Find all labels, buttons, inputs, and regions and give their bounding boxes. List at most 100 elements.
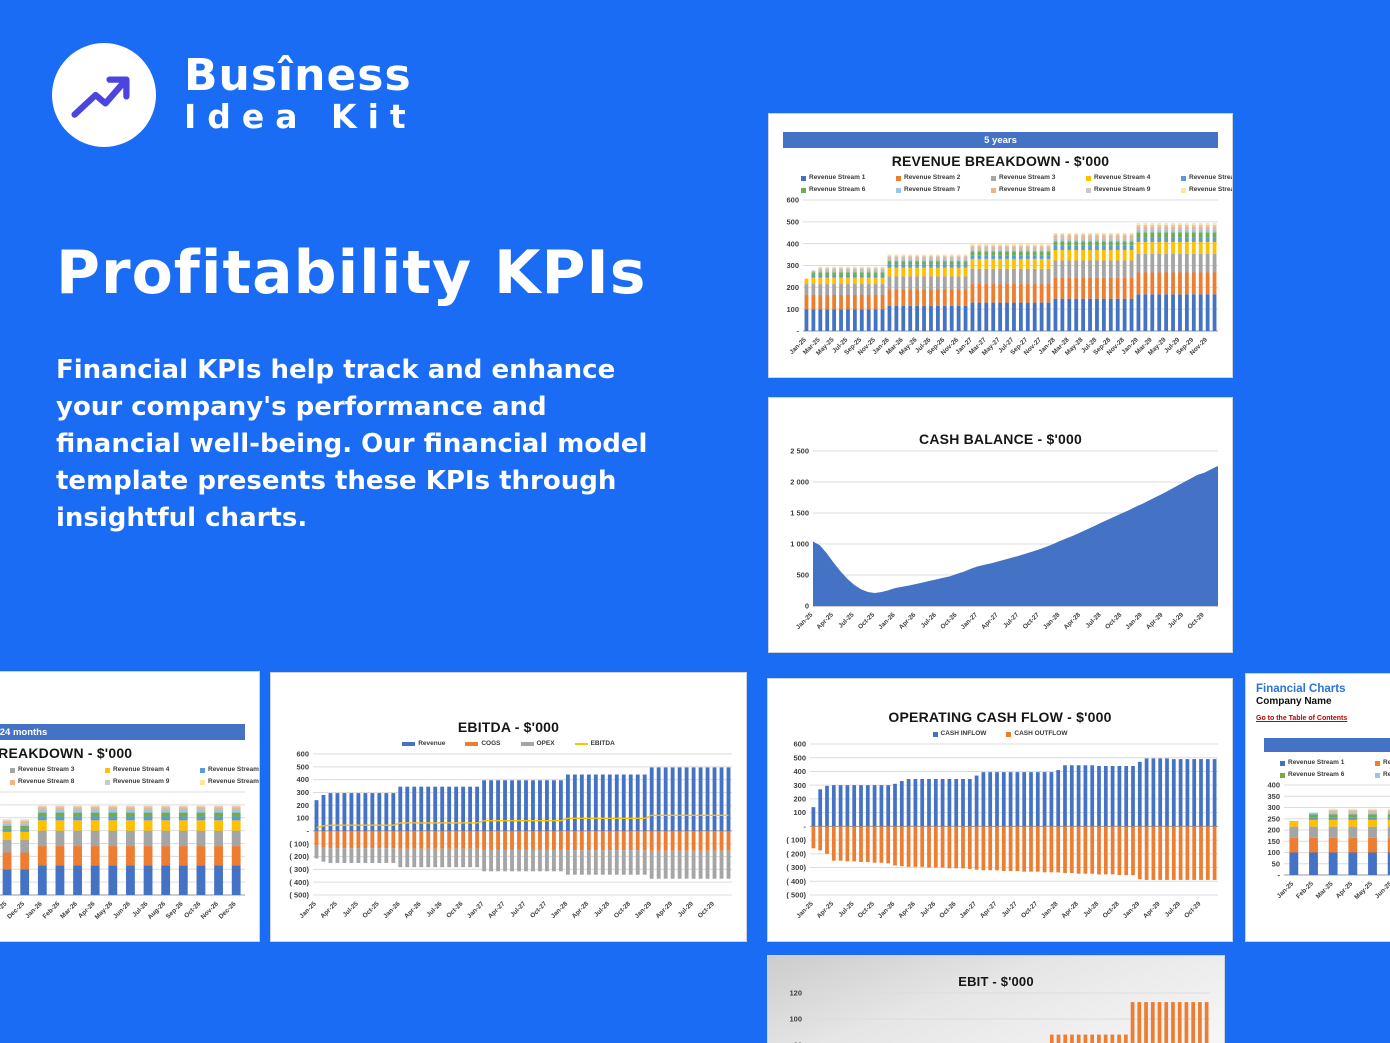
bar-series-2 xyxy=(314,845,731,879)
svg-text:Jan-26: Jan-26 xyxy=(877,611,897,631)
x-axis-labels: Jan-25 Apr-25 Jul-25 Oct-25 Jan-26 Apr-26 Jul-… xyxy=(298,900,716,920)
svg-text:-: - xyxy=(804,822,807,831)
sheet-title: Financial Charts xyxy=(1256,683,1346,695)
svg-text:Apr-29: Apr-29 xyxy=(1142,900,1162,920)
svg-text:Apr-27: Apr-27 xyxy=(980,611,1000,631)
chart-period-band: 5 years xyxy=(783,132,1218,148)
svg-text:May-25: May-25 xyxy=(1353,880,1374,901)
svg-text:Oct-27: Oct-27 xyxy=(1020,900,1040,920)
bar-series-2 xyxy=(804,253,1217,295)
chart-plot-ebitda: 600 500 400 300 200 100 - ( 100) ( 200) ( 300) ( 4… xyxy=(279,750,738,935)
svg-text:Jan-29: Jan-29 xyxy=(1124,611,1144,631)
svg-text:Aug-26: Aug-26 xyxy=(147,900,168,921)
svg-text:200: 200 xyxy=(793,795,806,804)
svg-text:Apr-28: Apr-28 xyxy=(571,900,591,920)
svg-text:Mar-25: Mar-25 xyxy=(1315,880,1335,900)
svg-text:( 400): ( 400) xyxy=(289,878,309,887)
card-cash-balance: CASH BALANCE - $'000 2 500 2 000 1 500 1 000… xyxy=(768,397,1233,653)
legend-item: Revenue Stream 2 xyxy=(1375,757,1390,769)
svg-text:Apr-28: Apr-28 xyxy=(1063,611,1083,631)
bar-series-7 xyxy=(2,807,241,824)
legend-marker-icon xyxy=(1086,187,1091,193)
bar-series-0 xyxy=(1289,852,1390,875)
legend-item: Revenue Stream 6 xyxy=(801,184,896,196)
gridlines xyxy=(313,753,732,896)
card-financial-charts: Financial Charts Company Name Go to the … xyxy=(1245,673,1390,942)
svg-text:( 400): ( 400) xyxy=(786,877,806,886)
svg-text:Nov-26: Nov-26 xyxy=(200,900,221,921)
svg-text:( 300): ( 300) xyxy=(786,863,806,872)
svg-text:100: 100 xyxy=(789,1015,802,1024)
gridlines xyxy=(1284,784,1390,876)
legend-marker-icon xyxy=(991,175,996,181)
legend-marker-icon xyxy=(105,779,110,785)
svg-text:400: 400 xyxy=(793,767,806,776)
y-axis-labels: 12010080604020- xyxy=(789,989,802,1043)
legend-item: CASH OUTFLOW xyxy=(1006,728,1067,740)
chart-period-band: 24 months xyxy=(0,724,245,740)
chart-canvas-revenue_24m: 40035030025020015010050-Jan-25Feb-25Mar-… xyxy=(0,791,245,921)
legend-item: Revenue Stream 1 xyxy=(1280,757,1375,769)
svg-text:Apr-26: Apr-26 xyxy=(897,900,917,920)
svg-text:Jul-29: Jul-29 xyxy=(1167,611,1186,630)
bar-series-0 xyxy=(1049,1002,1209,1043)
line-series xyxy=(316,814,729,829)
svg-text:300: 300 xyxy=(793,781,806,790)
gridlines xyxy=(810,743,1218,896)
bar-series-2 xyxy=(1289,826,1390,838)
legend-item: Revenue Stream 7 xyxy=(0,776,10,788)
legend-marker-icon xyxy=(520,742,534,746)
chart-legend: CASH INFLOW CASH OUTFLOW xyxy=(776,728,1224,740)
svg-text:Oct-25: Oct-25 xyxy=(361,900,381,920)
chart-plot-ebit: 12010080604020-Jan-25Apr-25Jul-25Oct-25J… xyxy=(776,989,1216,1043)
legend-marker-icon xyxy=(105,767,110,773)
chart-canvas-ebit: 12010080604020-Jan-25Apr-25Jul-25Oct-25J… xyxy=(789,989,1210,1043)
bar-series-4 xyxy=(1309,817,1390,820)
svg-text:Jan-28: Jan-28 xyxy=(1042,611,1062,631)
gridlines xyxy=(806,992,1210,1020)
legend-item: Revenue Stream 9 xyxy=(1086,184,1181,196)
bar-series-0 xyxy=(811,758,1217,827)
svg-text:Jul-26: Jul-26 xyxy=(425,900,444,919)
svg-text:( 500): ( 500) xyxy=(289,891,309,900)
svg-text:500: 500 xyxy=(793,753,806,762)
legend-marker-icon xyxy=(1280,760,1285,766)
svg-text:-: - xyxy=(307,827,310,836)
svg-text:500: 500 xyxy=(296,762,309,771)
chart-canvas-operating_cash_flow: 600 500 400 300 200 100 - ( 100) ( 200) ( 300) ( 4… xyxy=(786,740,1218,920)
svg-text:Apr-25: Apr-25 xyxy=(1335,880,1355,900)
svg-text:Apr-26: Apr-26 xyxy=(898,611,918,631)
svg-text:0: 0 xyxy=(805,602,809,611)
svg-text:Feb-26: Feb-26 xyxy=(42,900,62,920)
bar-series-6 xyxy=(2,810,241,826)
svg-text:Apr-29: Apr-29 xyxy=(1145,611,1165,631)
page-title: Profitability KPIs xyxy=(56,238,647,308)
chart-title: OPERATING CASH FLOW - $'000 xyxy=(888,709,1112,725)
bar-series-1 xyxy=(1289,837,1390,853)
chart-period-label: 5 years xyxy=(984,134,1017,146)
legend-marker-icon xyxy=(1181,187,1186,193)
brand-name: Busîness Idea Kit xyxy=(184,54,417,136)
svg-text:300: 300 xyxy=(786,261,799,270)
svg-text:Oct-26: Oct-26 xyxy=(939,611,959,631)
legend-marker-icon xyxy=(1181,175,1186,181)
svg-text:Dec-26: Dec-26 xyxy=(218,900,238,920)
svg-text:Jan-27: Jan-27 xyxy=(958,900,978,920)
svg-text:80: 80 xyxy=(794,1041,802,1043)
svg-text:1 500: 1 500 xyxy=(790,509,809,518)
legend-item: Revenue Stream 10 xyxy=(1181,184,1232,196)
legend-marker-icon xyxy=(801,175,806,181)
legend-marker-icon xyxy=(1006,731,1012,737)
y-axis-labels: 600 500 400 300 200 100 - ( 100) ( 200) ( 300) ( 4… xyxy=(786,740,806,900)
svg-text:Apr-29: Apr-29 xyxy=(655,900,675,920)
legend-item: Revenue Stream 1 xyxy=(801,172,896,184)
table-of-contents-link[interactable]: Go to the Table of Contents xyxy=(1256,715,1348,722)
svg-text:Jul-26: Jul-26 xyxy=(920,611,939,630)
svg-text:Oct-25: Oct-25 xyxy=(857,611,877,631)
bar-series-6 xyxy=(1309,812,1390,815)
svg-text:May-26: May-26 xyxy=(94,900,115,921)
bar-series-0 xyxy=(804,294,1217,331)
legend-marker-icon xyxy=(200,779,205,785)
